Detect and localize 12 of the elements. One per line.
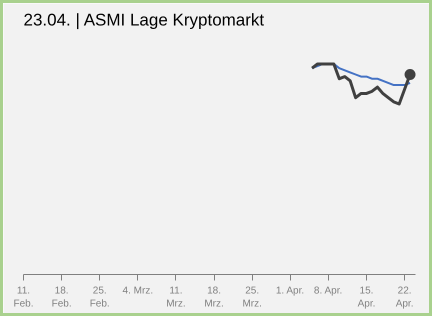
x-tick-label: 8. Apr. [314, 286, 342, 296]
chart-title: 23.04. | ASMI Lage Kryptomarkt [24, 10, 264, 30]
x-tick-label: 22. Apr. [396, 286, 414, 310]
x-tick-label: 25. Feb. [90, 286, 110, 310]
x-tick-label: 1. Apr. [276, 286, 304, 296]
x-tick-label: 18. Feb. [52, 286, 72, 310]
x-tick-label: 15. Apr. [358, 286, 376, 310]
x-tick-label: 11. Feb. [13, 286, 34, 310]
x-tick-label: 4. Mrz. [122, 286, 154, 296]
x-tick-label: 18. Mrz. [204, 286, 224, 310]
x-tick-label: 25. Mrz. [242, 286, 262, 310]
x-tick-label: 11. Mrz. [166, 286, 186, 310]
